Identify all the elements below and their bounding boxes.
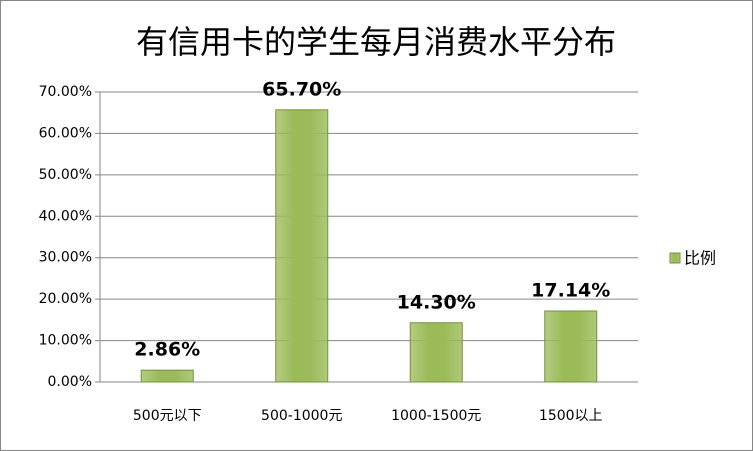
y-tick-label: 70.00%	[39, 84, 92, 100]
x-tick-label: 500-1000元	[261, 408, 342, 424]
x-tick-label: 1500以上	[539, 408, 603, 424]
value-label: 17.14%	[531, 279, 610, 301]
value-label: 65.70%	[262, 78, 341, 100]
legend-swatch	[669, 252, 681, 264]
y-tick-label: 50.00%	[39, 167, 92, 183]
value-label: 2.86%	[134, 339, 200, 361]
x-tick-label: 500元以下	[133, 408, 202, 424]
bar	[140, 369, 194, 383]
value-label: 14.30%	[397, 291, 476, 313]
y-tick-label: 30.00%	[39, 250, 92, 266]
bar	[275, 109, 329, 383]
x-tick-label: 1000-1500元	[391, 408, 481, 424]
y-tick-label: 40.00%	[39, 208, 92, 224]
y-tick-label: 20.00%	[39, 291, 92, 307]
bar	[409, 322, 463, 383]
y-tick-label: 0.00%	[48, 374, 92, 390]
chart-title: 有信用卡的学生每月消费水平分布	[136, 23, 616, 61]
y-tick-label: 60.00%	[39, 125, 92, 141]
bar	[544, 310, 598, 383]
legend-label: 比例	[684, 249, 716, 268]
y-tick-label: 10.00%	[39, 333, 92, 349]
